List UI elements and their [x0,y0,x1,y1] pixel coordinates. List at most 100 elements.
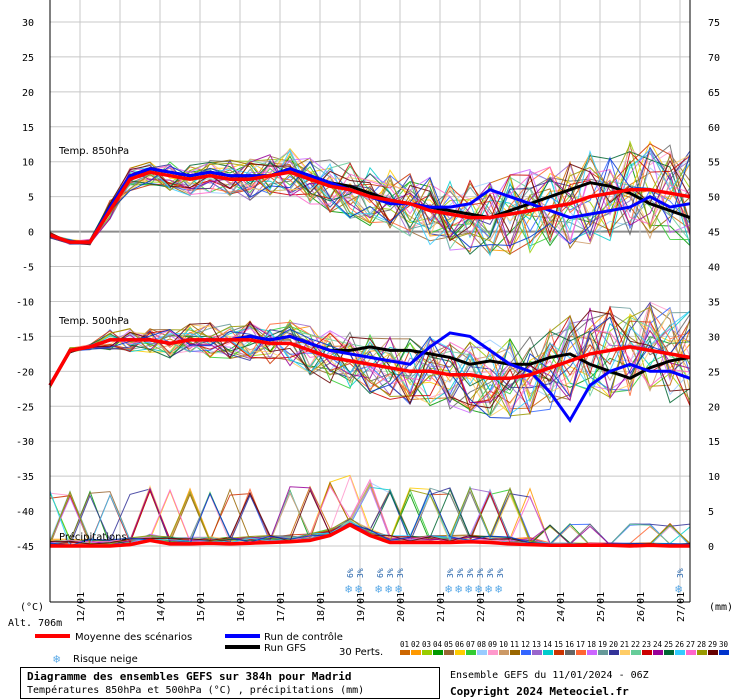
left-tick-label: -40 [16,507,34,518]
copyright-label: Copyright 2024 Meteociel.fr [450,685,629,698]
right-tick-label: 70 [708,53,720,64]
t850-panel-label: Temp. 850hPa [58,146,129,157]
snowflake-icon: ❄ [445,582,452,596]
pert-swatch [675,650,685,655]
pert-number: 13 [532,640,541,649]
pert-swatch [565,650,575,655]
pert-number: 24 [653,640,663,649]
right-tick-label: 55 [708,158,720,169]
right-tick-label: 65 [708,88,720,99]
x-date-label: 24/01 [556,592,567,622]
right-tick-label: 45 [708,228,720,239]
info-subtitle: Températures 850hPa et 500hPa (°C) , pré… [27,685,365,696]
snowflake-icon: ❄ [465,582,472,596]
snowflake-icon: ❄ [345,582,352,596]
x-date-label: 14/01 [156,592,167,622]
right-tick-label: 25 [708,367,720,378]
pert-number: 08 [477,640,487,649]
pert-number: 05 [444,640,453,649]
left-tick-label: -45 [16,542,34,553]
x-date-label: 15/01 [196,592,207,622]
pert-swatch [587,650,597,655]
snowflake-icon: ❄ [485,582,492,596]
pert-swatch [697,650,707,655]
legend-snow-label: Risque neige [73,654,138,665]
pert-swatch [499,650,509,655]
pert-number: 07 [466,640,475,649]
pert-swatch [488,650,498,655]
pert-number: 27 [686,640,695,649]
left-tick-label: 15 [22,123,34,134]
right-tick-label: 0 [708,542,714,553]
pert-swatch [719,650,729,655]
x-date-label: 19/01 [356,592,367,622]
snowflake-icon: ❄ [385,582,392,596]
pert-swatch [422,650,432,655]
pert-swatch [576,650,586,655]
pert-swatch [620,650,630,655]
pert-number: 28 [697,640,707,649]
pert-number: 29 [708,640,717,649]
pert-swatch [510,650,520,655]
legend-gfs-label: Run GFS [264,643,306,654]
t500-member-line [49,306,691,409]
pert-number: 11 [510,640,519,649]
t850-member-line [49,150,691,250]
pert-number: 18 [587,640,597,649]
snowflake-icon: ❄ [355,582,362,596]
right-tick-label: 40 [708,263,720,274]
snowflake-icon: ❄ [395,582,402,596]
pert-swatch [400,650,410,655]
pert-number: 09 [488,640,497,649]
pert-swatch [686,650,696,655]
perturbation-color-key: 01 02 03 04 05 06 07 08 09 10 11 12 13 14 15 16 17 18 19 20… [400,640,729,655]
t850-member-line [49,153,691,248]
t500-member-line [49,326,691,404]
pert-swatch [598,650,608,655]
snow-risk-pct: 3% [446,568,455,578]
pert-swatch [653,650,663,655]
pert-number: 30 [719,640,729,649]
snowflake-icon: ❄ [53,652,60,666]
t500-panel-label: Temp. 500hPa [58,316,129,327]
left-tick-label: 0 [28,228,34,239]
snow-risk-pct: 6% [346,568,355,578]
pert-swatch [455,650,465,655]
legend: Moyenne des scénarios Run de contrôle Ru… [35,631,729,666]
pert-number: 04 [433,640,443,649]
pert-swatch [411,650,421,655]
snow-risk-pct: 3% [356,568,365,578]
t850-member-line [49,146,691,245]
snow-risk-pct: 3% [676,568,685,578]
right-tick-label: 5 [708,507,714,518]
snow-risk-pct: 3% [456,568,465,578]
snow-risk-pct: 3% [496,568,505,578]
left-tick-label: -20 [16,367,34,378]
pert-swatch [708,650,718,655]
pert-number: 02 [411,640,420,649]
left-tick-label: -35 [16,472,34,483]
right-tick-label: 30 [708,332,720,343]
pert-number: 14 [543,640,553,649]
pert-number: 10 [499,640,509,649]
x-date-label: 27/01 [676,592,687,622]
right-tick-label: 10 [708,472,720,483]
left-tick-label: -5 [22,263,34,274]
x-date-label: 23/01 [516,592,527,622]
left-tick-label: 20 [22,88,34,99]
right-tick-label: 15 [708,437,720,448]
x-date-label: 22/01 [476,592,487,622]
altitude-label: Alt. 706m [8,618,62,629]
left-tick-label: -10 [16,297,34,308]
snowflake-icon: ❄ [455,582,462,596]
pert-swatch [664,650,674,655]
snow-risk-pct: 6% [376,568,385,578]
t850-member-line [49,143,691,255]
left-tick-label: 10 [22,158,34,169]
snow-risk-pct: 3% [476,568,485,578]
pert-number: 16 [565,640,575,649]
x-date-label: 17/01 [276,592,287,622]
pert-number: 06 [455,640,465,649]
pert-swatch [631,650,641,655]
